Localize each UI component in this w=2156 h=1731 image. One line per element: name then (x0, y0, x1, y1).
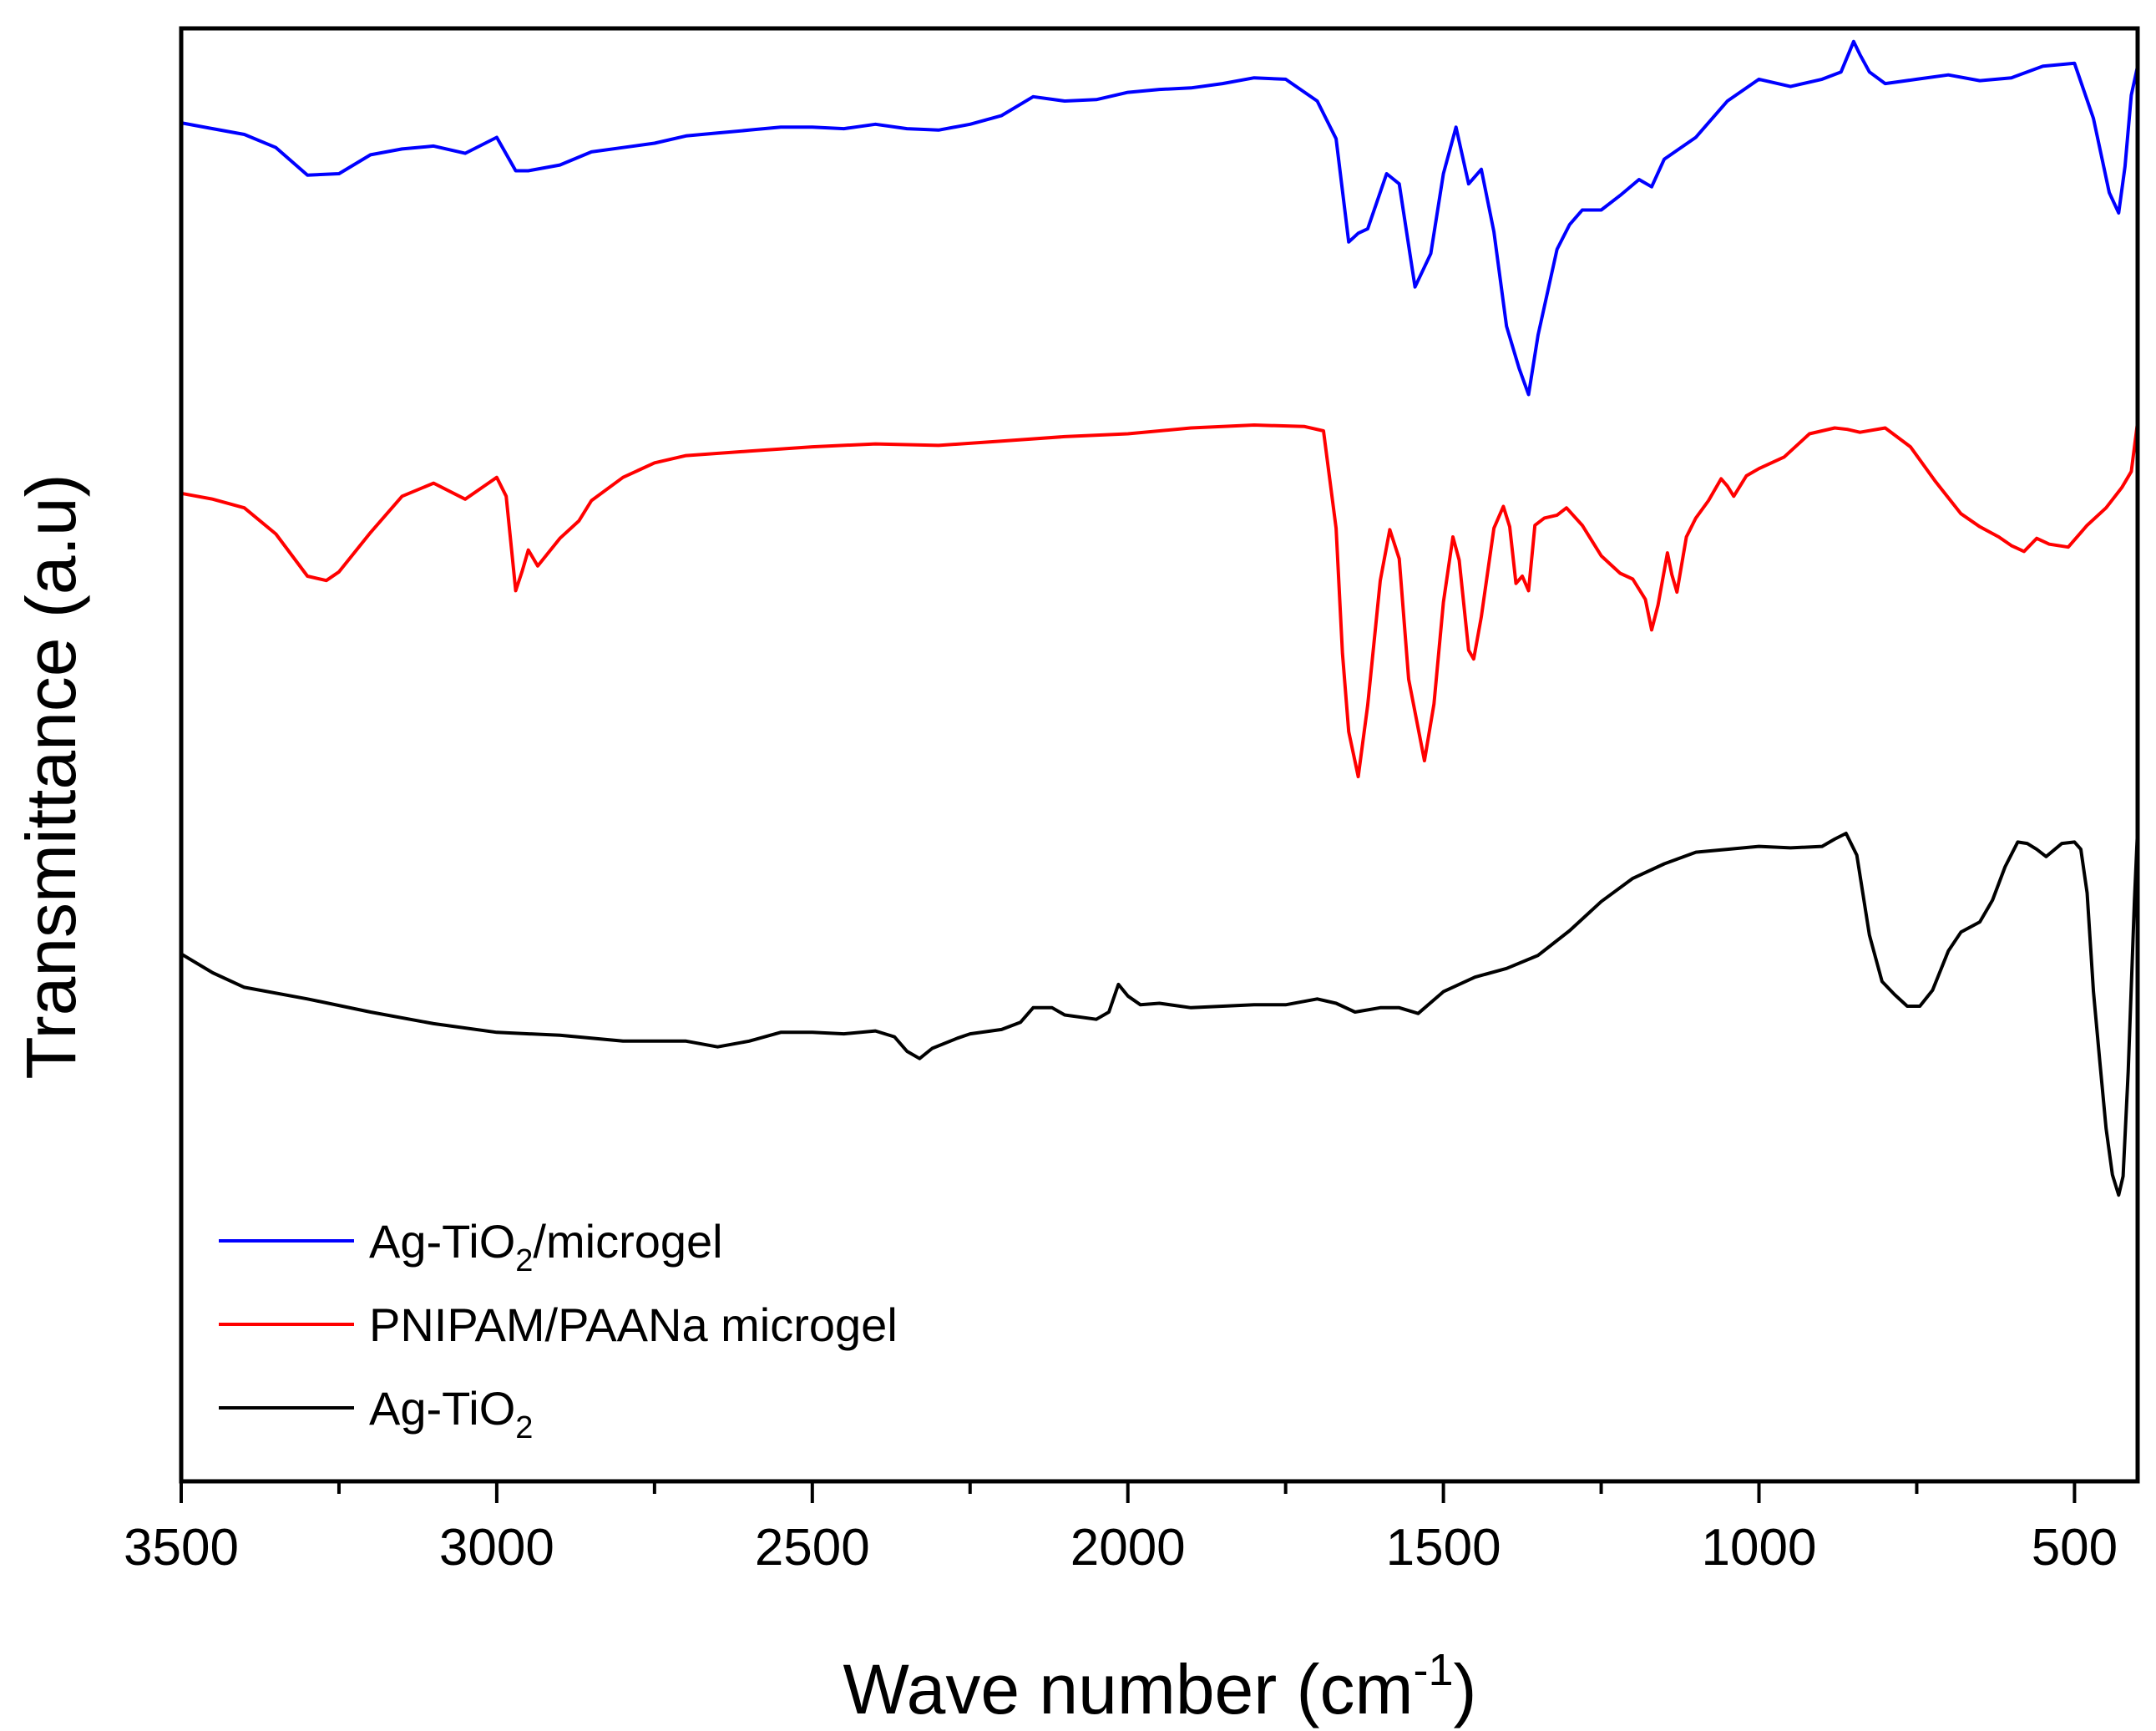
x-axis-tick-labels: 3500 3000 2500 2000 1500 1000 500 (124, 1519, 2118, 1577)
series-layer (180, 39, 2139, 1197)
x-tick-label-4: 1500 (1386, 1519, 1501, 1577)
x-axis-title-sup: -1 (1414, 1645, 1454, 1695)
legend-label-0: Ag-TiO2/microgel (369, 1215, 723, 1278)
x-tick-label-0: 3500 (124, 1519, 239, 1577)
x-axis-title-main: Wave number (cm (843, 1650, 1413, 1728)
x-tick-label-6: 500 (2032, 1519, 2118, 1577)
x-axis-title-tail: ) (1454, 1650, 1477, 1728)
legend-label-tail: /microgel (533, 1215, 722, 1268)
legend-label-2: Ag-TiO2 (369, 1382, 533, 1445)
series-line-0 (180, 39, 2139, 397)
y-axis-title: Transmittance (a.u) (12, 473, 90, 1079)
x-tick-label-3: 2000 (1070, 1519, 1186, 1577)
x-axis-title: Wave number (cm-1) (843, 1645, 1476, 1728)
legend-label-main: Ag-TiO (369, 1215, 515, 1268)
x-tick-label-2: 2500 (755, 1519, 870, 1577)
x-axis-ticks (180, 1481, 2077, 1503)
series-line-1 (180, 420, 2139, 779)
legend-label-sub: 2 (515, 1243, 533, 1278)
series-line-2 (180, 827, 2139, 1197)
x-tick-label-5: 1000 (1702, 1519, 1817, 1577)
plot-frame (179, 26, 2140, 1484)
legend-label-main: Ag-TiO (369, 1382, 515, 1435)
x-tick-label-1: 3000 (439, 1519, 554, 1577)
legend-label-main: PNIPAM/PAANa microgel (369, 1298, 898, 1351)
legend-label-1: PNIPAM/PAANa microgel (369, 1298, 898, 1351)
legend-label-sub: 2 (515, 1410, 533, 1445)
